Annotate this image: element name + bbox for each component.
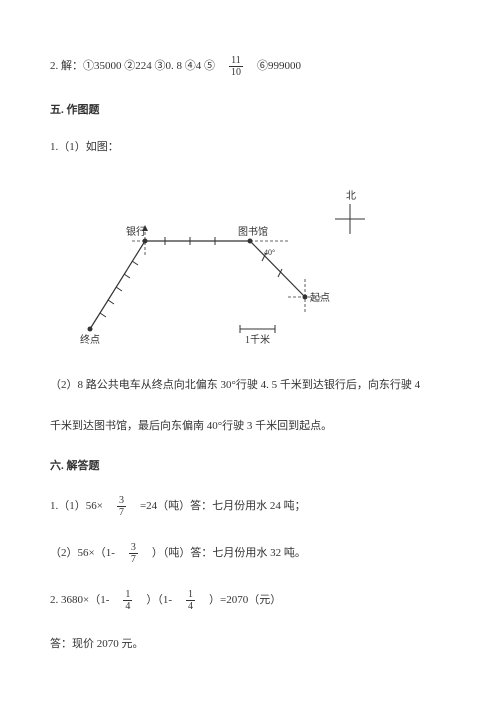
fraction-11-10: 1110 — [229, 55, 243, 78]
dot-bank — [143, 239, 148, 244]
sep2: ② — [122, 60, 136, 72]
numerator: 1 — [186, 589, 195, 601]
numerator: 1 — [123, 589, 132, 601]
library-label: 图书馆 — [238, 225, 268, 238]
answer-line-2: 2. 解：①35000 ②224 ③0. 8 ④4 ⑤ 1110 ⑥999000 — [50, 55, 450, 78]
compass-icon: 北 — [335, 190, 365, 234]
seg-library-start — [250, 241, 305, 297]
denominator: 4 — [123, 601, 132, 612]
val3: 0. 8 — [166, 60, 183, 72]
pre: 1.（1）56× — [50, 500, 114, 512]
pre: 2. 3680×（1- — [50, 594, 120, 606]
post: ）=2070（元） — [198, 594, 281, 606]
post: ）（吨）答：七月份用水 32 吨。 — [141, 547, 306, 559]
fraction-1-4a: 14 — [123, 589, 132, 612]
diagram-svg: 北 40° 银行 图书馆 起点 终点 1千米 — [50, 179, 380, 359]
end-point — [90, 241, 145, 329]
numerator: 3 — [117, 495, 126, 507]
sep5: ⑤ — [201, 60, 226, 72]
fraction-3-7: 37 — [117, 495, 126, 518]
q5-2-l1: （2）8 路公共电车从终点向北偏东 30°行驶 4. 5 千米到达银行后，向东行… — [50, 377, 450, 394]
route-diagram: 北 40° 银行 图书馆 起点 终点 1千米 — [50, 179, 450, 359]
q6-2-answer: 答：现价 2070 元。 — [50, 636, 450, 653]
numerator: 11 — [229, 55, 243, 67]
bank-label: 银行 — [126, 225, 146, 238]
denominator: 7 — [117, 507, 126, 518]
mid: ）（1- — [135, 594, 183, 606]
dot-end — [88, 327, 93, 332]
text: 2. 解：① — [50, 60, 94, 72]
numerator: 3 — [129, 542, 138, 554]
dot-library — [248, 239, 253, 244]
start-label: 起点 — [310, 292, 330, 304]
scale-bar: 1千米 — [240, 325, 275, 346]
fraction-3-7b: 37 — [129, 542, 138, 565]
end-label: 终点 — [80, 333, 100, 346]
angle-label: 40° — [264, 248, 275, 257]
pre: （2）56×（1- — [50, 547, 126, 559]
sep3: ③ — [152, 60, 166, 72]
val1: 35000 — [94, 60, 122, 72]
scale-label: 1千米 — [245, 333, 270, 346]
section-5-title: 五. 作图题 — [50, 102, 450, 119]
denominator: 4 — [186, 601, 195, 612]
denominator: 7 — [129, 554, 138, 565]
q6-1a: 1.（1）56× 37 =24（吨）答：七月份用水 24 吨； — [50, 495, 450, 518]
q5-2-l2: 千米到达图书馆，最后向东偏南 40°行驶 3 千米回到起点。 — [50, 418, 450, 435]
fraction-1-4b: 14 — [186, 589, 195, 612]
section-6-title: 六. 解答题 — [50, 458, 450, 475]
val6: 999000 — [268, 60, 301, 72]
dot-start — [303, 295, 308, 300]
post: =24（吨）答：七月份用水 24 吨； — [129, 500, 306, 512]
val2: 224 — [135, 60, 152, 72]
q5-1-1: 1.（1）如图： — [50, 139, 450, 156]
north-label: 北 — [346, 190, 356, 202]
denominator: 10 — [229, 67, 243, 78]
q6-2: 2. 3680×（1- 14 ）（1- 14 ）=2070（元） — [50, 589, 450, 612]
sep4: ④ — [182, 60, 196, 72]
sep6: ⑥ — [246, 60, 268, 72]
q6-1b: （2）56×（1- 37 ）（吨）答：七月份用水 32 吨。 — [50, 542, 450, 565]
